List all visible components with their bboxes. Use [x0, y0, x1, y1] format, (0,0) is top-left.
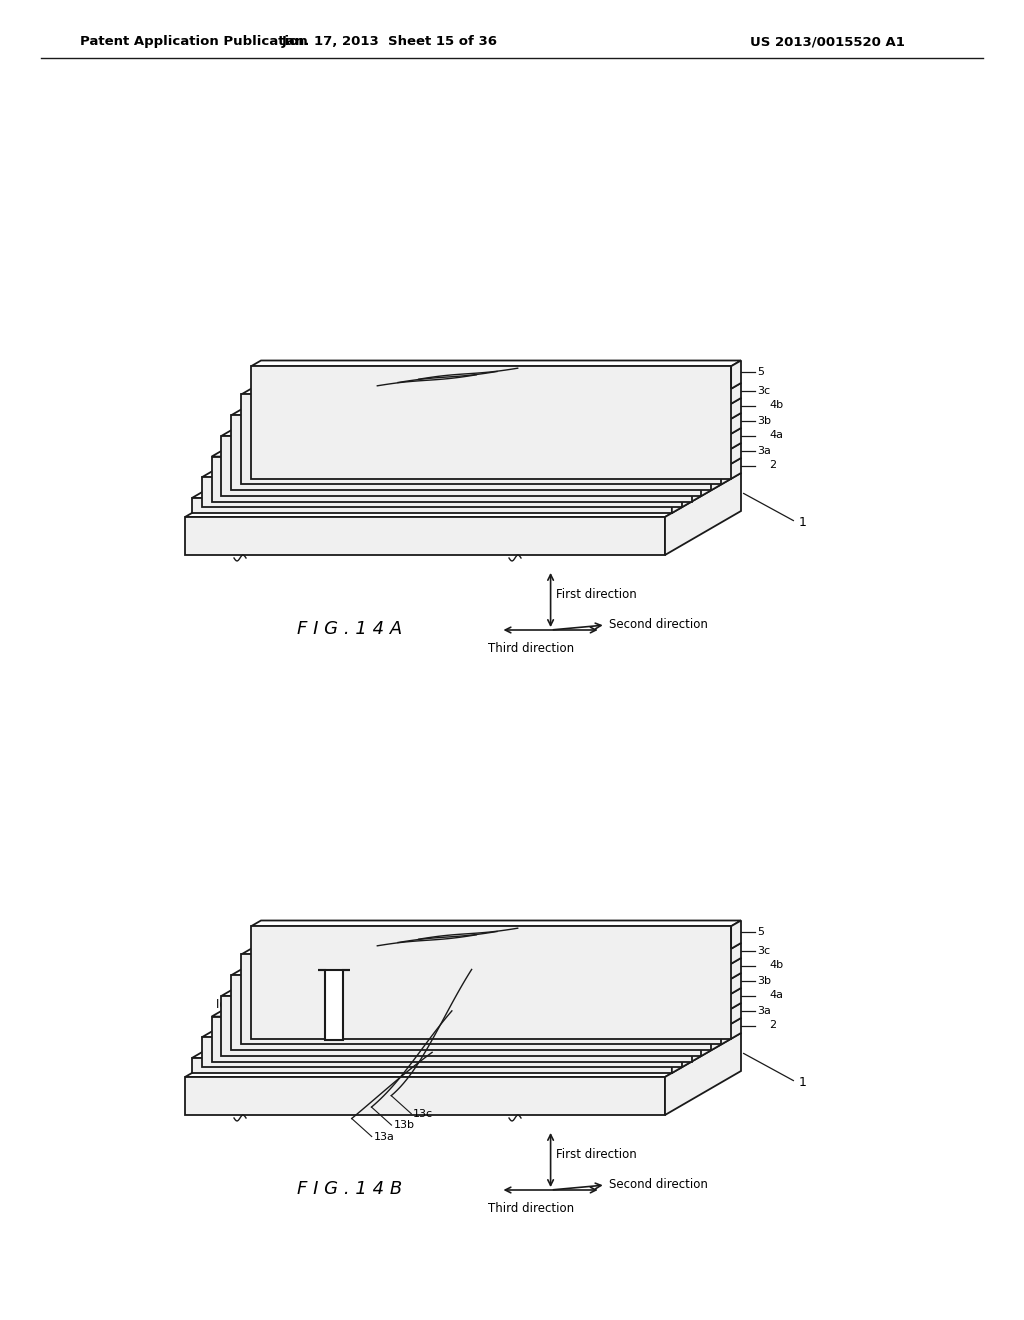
Text: Second direction: Second direction [608, 619, 708, 631]
Text: F I G . 1 4 B: F I G . 1 4 B [297, 1180, 402, 1199]
Polygon shape [191, 1059, 672, 1073]
Polygon shape [212, 987, 741, 1016]
Polygon shape [721, 383, 741, 409]
Text: First direction: First direction [556, 589, 636, 602]
Polygon shape [721, 942, 741, 969]
Polygon shape [682, 1003, 741, 1052]
Polygon shape [202, 1003, 741, 1038]
Polygon shape [242, 954, 721, 1044]
Text: 3a: 3a [757, 446, 771, 455]
Polygon shape [665, 473, 741, 554]
Text: 3c: 3c [757, 945, 770, 956]
Polygon shape [701, 413, 741, 451]
Polygon shape [212, 428, 741, 457]
Polygon shape [318, 970, 350, 1040]
Polygon shape [672, 1018, 741, 1073]
Polygon shape [242, 942, 741, 954]
Text: 13b: 13b [393, 1121, 415, 1130]
Polygon shape [701, 973, 741, 1011]
Text: 4b: 4b [769, 961, 783, 970]
Polygon shape [231, 975, 712, 1051]
Polygon shape [691, 428, 741, 471]
Polygon shape [682, 444, 741, 492]
Polygon shape [242, 395, 721, 484]
Polygon shape [185, 517, 665, 554]
Polygon shape [221, 436, 701, 496]
Polygon shape [251, 366, 731, 479]
Polygon shape [231, 416, 712, 490]
Polygon shape [191, 498, 672, 513]
Polygon shape [185, 473, 741, 517]
Polygon shape [712, 958, 741, 990]
Text: Third direction: Third direction [487, 642, 573, 655]
Polygon shape [221, 413, 741, 436]
Text: F I G . 1 4 A: F I G . 1 4 A [297, 620, 402, 638]
Text: 13a: 13a [374, 1131, 394, 1142]
Polygon shape [691, 987, 741, 1032]
Text: 5: 5 [757, 927, 764, 937]
Text: Patent Application Publication: Patent Application Publication [80, 36, 308, 49]
Text: First direction: First direction [556, 1148, 636, 1162]
Text: Third direction: Third direction [487, 1203, 573, 1214]
Text: Jan. 17, 2013  Sheet 15 of 36: Jan. 17, 2013 Sheet 15 of 36 [282, 36, 498, 49]
Polygon shape [712, 399, 741, 430]
Polygon shape [191, 1018, 741, 1059]
Text: 13c: 13c [414, 1109, 433, 1118]
Polygon shape [221, 973, 741, 995]
Polygon shape [202, 478, 682, 507]
Polygon shape [731, 360, 741, 388]
Text: US 2013/0015520 A1: US 2013/0015520 A1 [750, 36, 905, 49]
Text: 5: 5 [757, 367, 764, 376]
Polygon shape [242, 383, 741, 395]
Text: 3b: 3b [757, 975, 771, 986]
Text: 3b: 3b [757, 416, 771, 425]
Text: 4b: 4b [769, 400, 783, 411]
Text: 3c: 3c [757, 385, 770, 396]
Polygon shape [672, 458, 741, 513]
Polygon shape [251, 927, 731, 1039]
Polygon shape [212, 1016, 691, 1061]
Polygon shape [191, 458, 741, 498]
Text: 2: 2 [769, 1020, 776, 1031]
Text: 1: 1 [799, 1076, 807, 1089]
Polygon shape [185, 1077, 665, 1115]
Text: Ion implantation: Ion implantation [216, 998, 313, 1011]
Text: 4a: 4a [769, 430, 783, 441]
Polygon shape [212, 457, 691, 502]
Polygon shape [251, 920, 741, 927]
Polygon shape [251, 360, 741, 366]
Text: 1: 1 [799, 516, 807, 528]
Polygon shape [202, 1038, 682, 1068]
Text: 2: 2 [769, 461, 776, 470]
Polygon shape [731, 920, 741, 949]
Polygon shape [665, 1034, 741, 1115]
Polygon shape [231, 958, 741, 975]
Polygon shape [221, 995, 701, 1056]
Polygon shape [231, 399, 741, 416]
Text: 3a: 3a [757, 1006, 771, 1015]
Polygon shape [202, 444, 741, 478]
Text: Second direction: Second direction [608, 1179, 708, 1192]
Text: 4a: 4a [769, 990, 783, 1001]
Polygon shape [185, 1034, 741, 1077]
